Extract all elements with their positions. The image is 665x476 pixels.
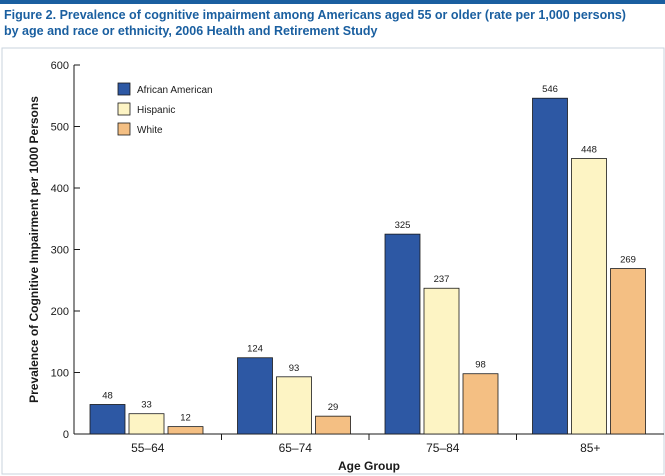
y-tick-label: 300 bbox=[51, 245, 69, 257]
bar bbox=[532, 97, 568, 435]
bar bbox=[462, 373, 499, 435]
x-tick-label: 85+ bbox=[580, 441, 600, 455]
chart-bars: 48 124 325 546 33 93 237 448 12 29 98 269 bbox=[89, 84, 646, 435]
bar bbox=[610, 268, 646, 435]
data-label: 98 bbox=[475, 360, 486, 371]
top-rule bbox=[0, 0, 665, 4]
x-tick-label: 55–64 bbox=[131, 441, 165, 455]
y-axis-title: Prevalence of Cognitive Impairment per 1… bbox=[27, 96, 41, 403]
y-tick-label: 0 bbox=[63, 429, 69, 441]
data-label: 29 bbox=[328, 402, 339, 413]
data-label: 237 bbox=[434, 274, 450, 285]
bar bbox=[384, 233, 421, 435]
y-tick-label: 200 bbox=[51, 306, 69, 318]
y-tick-label: 400 bbox=[51, 183, 69, 195]
y-tick-label: 500 bbox=[51, 122, 69, 134]
legend-swatch bbox=[117, 102, 131, 116]
data-label: 124 bbox=[247, 344, 263, 355]
legend-label: African American bbox=[137, 85, 213, 96]
legend-swatch bbox=[117, 122, 131, 136]
bar bbox=[423, 287, 460, 435]
chart-panel-border bbox=[1, 47, 665, 475]
legend-label: White bbox=[137, 125, 163, 136]
bar bbox=[237, 357, 273, 435]
data-label: 48 bbox=[102, 390, 113, 401]
bar bbox=[89, 404, 126, 435]
legend-swatch bbox=[117, 82, 131, 96]
legend-label: Hispanic bbox=[137, 105, 175, 116]
x-tick-label: 65–74 bbox=[279, 441, 313, 455]
bar bbox=[315, 415, 351, 435]
figure-title: Figure 2. Prevalence of cognitive impair… bbox=[4, 8, 626, 38]
data-label: 269 bbox=[620, 255, 636, 266]
bar bbox=[571, 158, 607, 435]
data-label: 12 bbox=[180, 413, 191, 424]
x-axis-title: Age Group bbox=[338, 459, 400, 473]
y-tick-label: 100 bbox=[51, 368, 69, 380]
data-label: 448 bbox=[581, 144, 597, 155]
data-label: 325 bbox=[395, 220, 411, 231]
bar bbox=[128, 413, 165, 435]
bar bbox=[167, 426, 204, 435]
data-label: 33 bbox=[141, 400, 152, 411]
chart-axes: 0 100 200 300 400 500 600 55–64 65–74 75–84 85+ bbox=[51, 60, 664, 455]
data-label: 546 bbox=[542, 84, 558, 95]
chart-legend: African American Hispanic White bbox=[117, 82, 213, 136]
data-label: 93 bbox=[289, 363, 300, 374]
y-tick-label: 600 bbox=[51, 60, 69, 72]
x-tick-label: 75–84 bbox=[426, 441, 460, 455]
bar bbox=[276, 376, 312, 435]
